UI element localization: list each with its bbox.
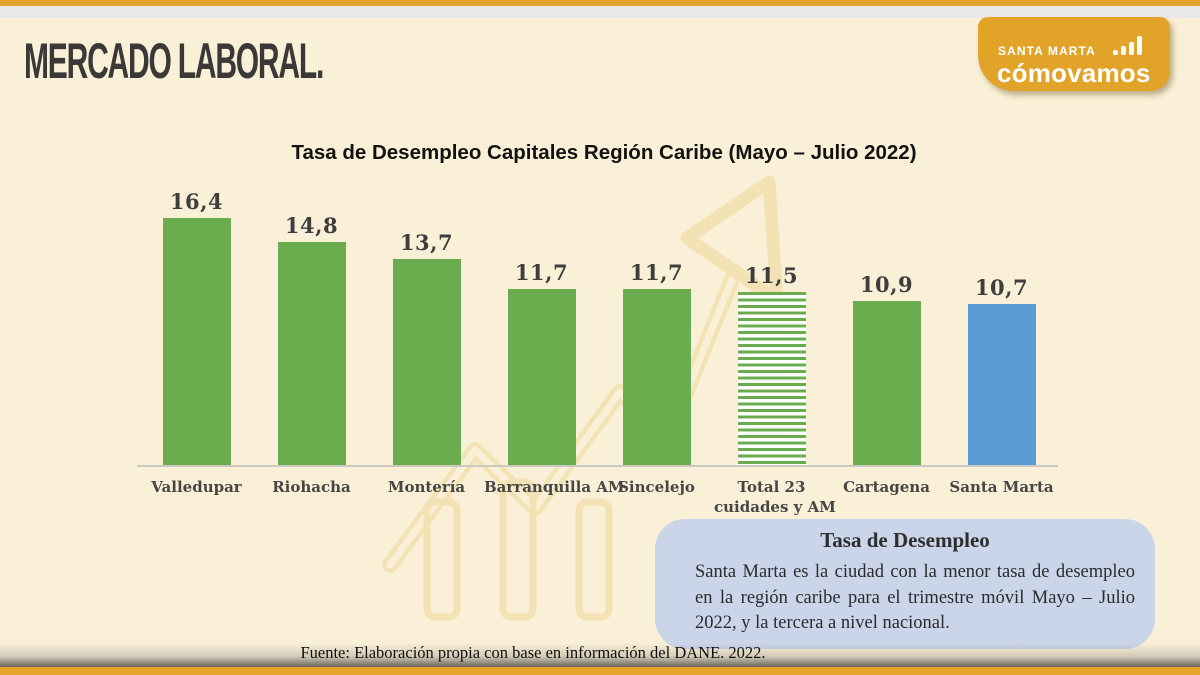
bar-valledupar xyxy=(162,218,231,465)
bar-slot: 13,7 xyxy=(369,184,484,465)
x-axis-label: Barranquilla AM xyxy=(484,478,625,496)
bar-value-label: 11,7 xyxy=(514,260,569,285)
bar-value-label: 16,4 xyxy=(169,189,224,214)
top-accent-bar xyxy=(0,0,1200,6)
logo-brand-label: cómovamos xyxy=(997,58,1151,88)
bar-value-label: 10,7 xyxy=(974,275,1029,300)
brand-logo: SANTA MARTA cómovamos xyxy=(978,17,1170,91)
x-axis-label: Valledupar xyxy=(151,478,242,496)
bar-slot: 11,7 xyxy=(484,184,599,465)
bar-sincelejo xyxy=(622,289,691,465)
bar-value-label: 10,9 xyxy=(859,272,914,297)
x-axis-label: Santa Marta xyxy=(949,478,1054,496)
callout-title: Tasa de Desempleo xyxy=(820,528,990,552)
bar-slot: 11,5 xyxy=(714,184,829,465)
x-axis-line xyxy=(137,465,1058,467)
bar-monter-a xyxy=(392,259,461,465)
x-axis-label: Riohacha xyxy=(272,478,351,496)
logo-city-label: SANTA MARTA xyxy=(998,44,1096,58)
bottom-shadow xyxy=(0,643,1200,667)
bottom-accent-bar xyxy=(0,667,1200,675)
top-gray-strip xyxy=(0,6,1200,18)
bar-value-label: 11,5 xyxy=(744,263,799,288)
bar-slot: 10,7 xyxy=(944,184,1059,465)
x-axis-label: Total 23 cuidades y AM xyxy=(714,478,836,516)
page-title: MERCADO LABORAL. xyxy=(24,33,324,89)
bar-barranquilla-am xyxy=(507,289,576,465)
bar-value-label: 14,8 xyxy=(284,213,339,238)
x-axis-label: Sincelejo xyxy=(618,478,695,496)
bar-value-label: 11,7 xyxy=(629,260,684,285)
x-axis-label: Montería xyxy=(387,478,466,496)
callout-body: Santa Marta es la ciudad con la menor ta… xyxy=(695,562,1135,633)
x-axis-labels: Valledupar Riohacha Montería Barranquilla A… xyxy=(139,477,1059,517)
bars-row: 16,4 14,8 13,7 11,7 11,7 11,5 10,9 10,7 xyxy=(139,184,1059,465)
bar-santa-marta xyxy=(967,304,1036,465)
bar-cartagena xyxy=(852,301,921,465)
x-axis-label: Cartagena xyxy=(843,478,930,496)
callout-box: Tasa de Desempleo Santa Marta es la ciud… xyxy=(655,519,1155,649)
bar-value-label: 13,7 xyxy=(399,230,454,255)
chart-title: Tasa de Desempleo Capitales Región Carib… xyxy=(291,141,917,164)
bar-chart-icon xyxy=(1113,36,1142,55)
bar-riohacha xyxy=(277,242,346,465)
bar-slot: 16,4 xyxy=(139,184,254,465)
bar-slot: 14,8 xyxy=(254,184,369,465)
bar-total-23 xyxy=(737,292,806,465)
bar-slot: 10,9 xyxy=(829,184,944,465)
bar-slot: 11,7 xyxy=(599,184,714,465)
source-note: Fuente: Elaboración propia con base en i… xyxy=(300,643,766,662)
